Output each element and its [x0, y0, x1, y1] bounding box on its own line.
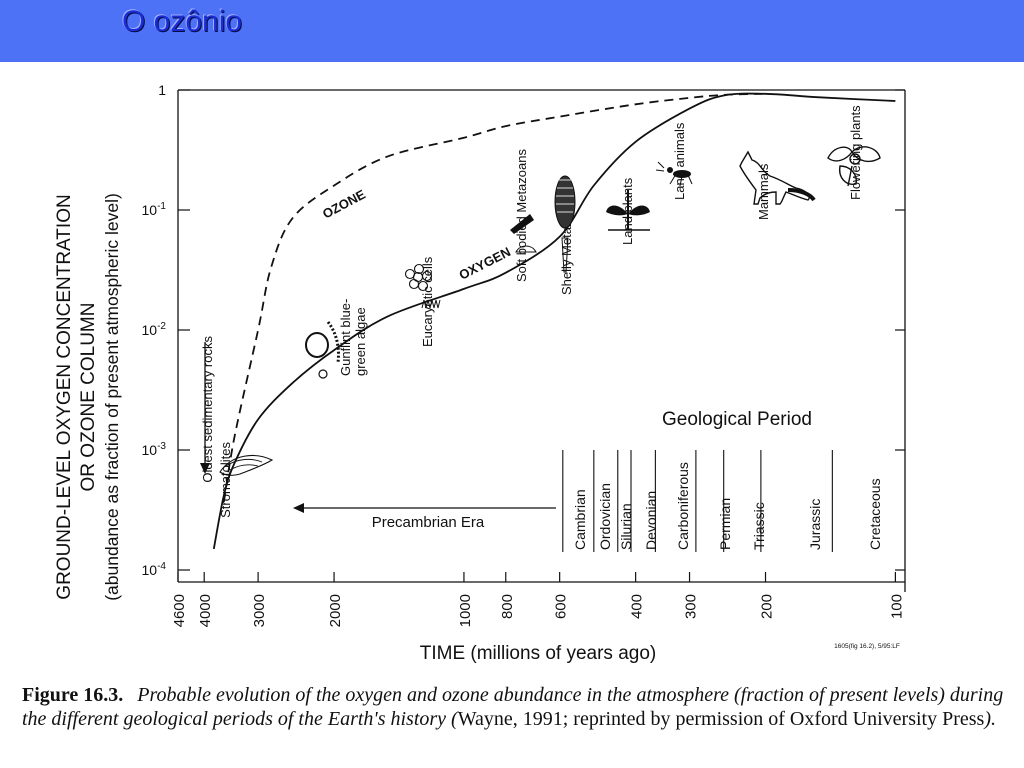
event-label-text: Land animals — [672, 122, 687, 200]
y-axis-title-line-2: OR OZONE COLUMN — [78, 303, 99, 492]
event-label: Mammals — [756, 163, 771, 220]
x-tick-label: 600 — [553, 594, 570, 619]
sediment-arrow-head — [200, 463, 210, 474]
y-tick-exponent: -2 — [157, 321, 166, 332]
oxygen-series-label: OXYGEN — [457, 244, 513, 283]
slide-title: O ozônio — [122, 5, 243, 38]
period-label: Permian — [717, 498, 733, 550]
y-tick-base: 10 — [142, 202, 158, 218]
event-label-text: Gunflint blue- — [338, 299, 353, 376]
x-axis-title: TIME (millions of years ago) — [420, 643, 657, 664]
figure-caption: Figure 16.3. Probable evolution of the ox… — [22, 683, 1012, 731]
event-label-text-2: green algae — [353, 307, 368, 376]
period-label: Triassic — [751, 502, 767, 550]
figure-label: Figure 16.3. — [22, 684, 124, 706]
y-axis-title-line-3: (abundance as fraction of present atmosp… — [102, 193, 122, 601]
event-label: Land animals — [672, 122, 687, 200]
precambrian-era-label: Precambrian Era — [372, 514, 485, 531]
oxygen-curve — [212, 92, 896, 550]
land-plant-icon — [606, 190, 650, 231]
y-tick-label: 1 — [158, 82, 166, 98]
y-tick-label: 10-3 — [142, 441, 167, 458]
period-label: Cretaceous — [867, 478, 883, 550]
geological-periods: Cambrian Ordovician Silurian Devonian Carbon… — [293, 450, 883, 552]
x-tick-label: 4000 — [197, 594, 214, 627]
period-label: Silurian — [618, 503, 634, 550]
y-tick-base: 10 — [142, 322, 158, 338]
event-label-text: Flowering plants — [848, 105, 863, 200]
eucaryotic-cells-icon — [404, 263, 441, 309]
y-tick-exponent: -3 — [157, 441, 166, 452]
x-tick-label: 1000 — [457, 594, 474, 627]
ozone-series-label: OZONE — [320, 186, 368, 221]
stromatolite-icon — [219, 454, 274, 476]
mammal-icon — [739, 150, 816, 205]
y-tick-exponent: -1 — [157, 201, 166, 212]
period-label: Jurassic — [807, 499, 823, 550]
y-tick-exponent: -4 — [157, 561, 166, 572]
trilobite-icon — [554, 175, 576, 273]
y-tick-base: 10 — [142, 562, 158, 578]
event-label: Gunflint blue-green algae — [338, 299, 368, 376]
land-animal-icon — [655, 161, 693, 187]
caption-end: ). — [984, 708, 997, 730]
y-axis-title-line-1: GROUND-LEVEL OXYGEN CONCENTRATION — [54, 194, 75, 599]
x-tick-label: 800 — [499, 594, 516, 619]
x-tick-label: 2000 — [327, 594, 344, 627]
precambrian-arrow-head — [293, 503, 304, 513]
event-label: Stromatolites — [218, 442, 233, 518]
caption-text: Probable evolution of the oxygen and ozo… — [22, 684, 1004, 730]
flowering-plant-icon — [827, 146, 881, 187]
soft-bodied-metazoan-icon — [510, 214, 537, 253]
x-tick-label: 300 — [683, 594, 700, 619]
x-tick-label: 400 — [629, 594, 646, 619]
event-label: Oldest sedimentary rocks — [200, 336, 215, 483]
figure-reference: 1605(fig 16.2), 5/95:LF — [834, 643, 900, 650]
period-label: Ordovician — [597, 483, 613, 550]
x-tick-label: 100 — [888, 594, 905, 619]
event-labels: Oldest sedimentary rocks Stromatolites Gun… — [200, 105, 863, 518]
y-tick-base: 1 — [158, 82, 166, 98]
caption-citation: Wayne, 1991; reprinted by permission of … — [457, 708, 985, 730]
event-label-text: Soft bodied Metazoans — [514, 149, 529, 282]
title-bar — [0, 0, 1024, 62]
event-label-text: Mammals — [756, 163, 771, 220]
y-tick-label: 10-1 — [142, 201, 167, 218]
event-label: Flowering plants — [848, 105, 863, 200]
axis-ticks: 4600 4000 3000 2000 1000 800 600 400 300 200 100 1 1… — [142, 82, 906, 627]
fossil-illustrations — [219, 146, 881, 476]
event-label-text: Stromatolites — [218, 442, 233, 518]
ozone-curve — [223, 92, 766, 502]
event-label-text: Oldest sedimentary rocks — [200, 336, 215, 483]
y-tick-label: 10-2 — [142, 321, 167, 338]
y-tick-base: 10 — [142, 442, 158, 458]
algae-icon — [305, 321, 340, 379]
period-label: Devonian — [643, 491, 659, 550]
series-lines: OXYGEN OZONE — [212, 92, 896, 550]
x-tick-label: 4600 — [171, 594, 188, 627]
event-label: Soft bodied Metazoans — [514, 149, 529, 282]
period-label: Cambrian — [572, 489, 588, 550]
period-label: Carboniferous — [675, 462, 691, 550]
plot-frame — [177, 89, 906, 592]
geological-period-title: Geological Period — [662, 409, 812, 430]
x-tick-label: 3000 — [251, 594, 268, 627]
y-tick-label: 10-4 — [142, 561, 167, 578]
oxygen-ozone-chart: 4600 4000 3000 2000 1000 800 600 400 300 200 100 1 1… — [54, 82, 906, 664]
x-tick-label: 200 — [759, 594, 776, 619]
